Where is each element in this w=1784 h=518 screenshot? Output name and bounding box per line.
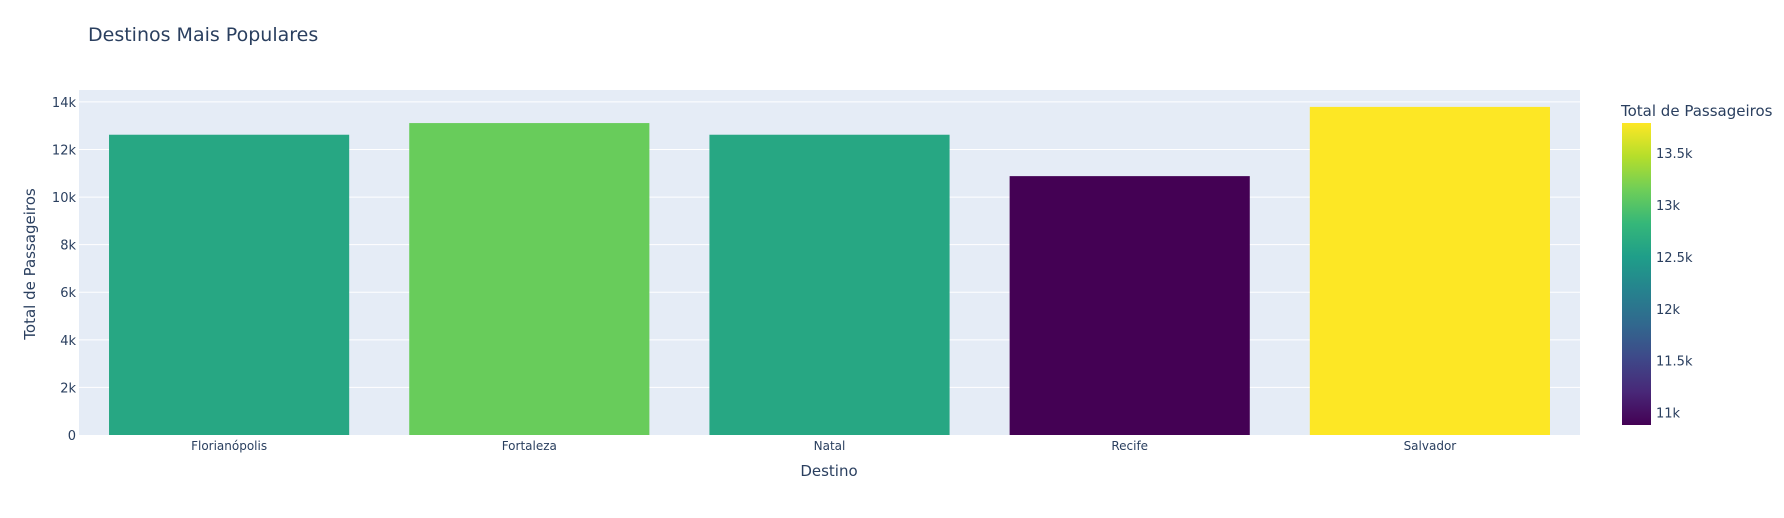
bar[interactable] [1309, 106, 1550, 436]
colorbar-tick-label: 12.5k [1656, 251, 1693, 266]
y-tick-label: 10k [52, 191, 77, 206]
colorbar-tick-label: 11k [1656, 407, 1681, 422]
colorbar-tick-label: 13k [1656, 199, 1681, 214]
bars [109, 106, 1550, 436]
bar[interactable] [1009, 176, 1250, 435]
bar[interactable] [409, 123, 650, 435]
y-tick-label: 14k [52, 96, 77, 111]
x-tick-label: Salvador [1404, 439, 1457, 453]
colorbar-title: Total de Passageiros [1620, 102, 1773, 120]
y-tick-label: 8k [60, 239, 76, 254]
chart-title: Destinos Mais Populares [88, 24, 318, 46]
y-tick-label: 12k [52, 143, 77, 158]
x-tick-label: Fortaleza [502, 439, 557, 453]
y-tick-label: 2k [60, 381, 76, 396]
colorbar-ticks: 11k 11.5k 12k 12.5k 13k 13.5k [1656, 147, 1693, 421]
x-tick-label: Florianópolis [191, 439, 267, 453]
x-axis-ticks: Florianópolis Fortaleza Natal Recife Salvado… [191, 439, 1456, 453]
y-tick-label: 0 [68, 429, 76, 444]
x-tick-label: Natal [814, 439, 846, 453]
colorbar [1622, 123, 1651, 425]
y-tick-label: 4k [60, 334, 76, 349]
x-tick-label: Recife [1111, 439, 1148, 453]
y-axis-ticks: 0 2k 4k 6k 8k 10k 12k 14k [52, 96, 77, 444]
bar[interactable] [109, 134, 350, 436]
y-axis-title: Total de Passageiros [21, 188, 39, 341]
x-axis-title: Destino [800, 462, 857, 480]
bar[interactable] [709, 134, 950, 436]
colorbar-tick-label: 13.5k [1656, 147, 1693, 162]
colorbar-tick-label: 12k [1656, 303, 1681, 318]
y-tick-label: 6k [60, 286, 76, 301]
colorbar-tick-label: 11.5k [1656, 355, 1693, 370]
